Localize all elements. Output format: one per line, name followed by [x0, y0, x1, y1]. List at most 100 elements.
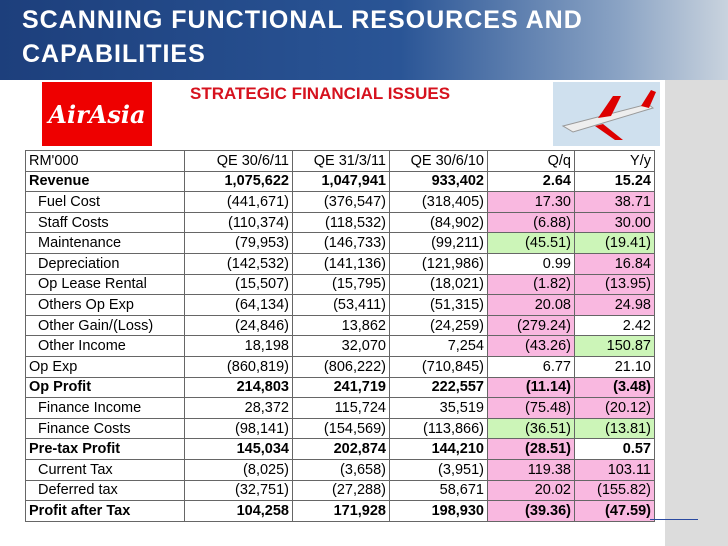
table-row: Maintenance (79,953) (146,733) (99,211) (45.… [25, 232, 655, 254]
table-row: Depreciation (142,532) (141,136) (121,986) 0… [25, 252, 655, 275]
table-row: Deferred tax (32,751) (27,288) 58,671 20.02(… [25, 479, 655, 502]
logo: AirAsia [42, 82, 152, 146]
plane-image [553, 82, 660, 146]
header-row: RM'000 QE 30/6/11 QE 31/3/11 QE 30/6/10 Q/q Y… [25, 150, 655, 172]
cell: 2.42 [574, 314, 655, 337]
header-cell: RM'000 [25, 150, 185, 172]
table-row: Revenue 1,075,622 1,047,941 933,402 2.64 15.2… [25, 170, 655, 193]
cell: 2.64 [487, 170, 575, 193]
table-row: Finance Costs (98,141) (154,569) (113,866)(… [25, 417, 655, 440]
cell: (441,671) [184, 191, 293, 213]
header-cell: Y/y [574, 150, 655, 172]
row-label: Profit after Tax [25, 500, 185, 522]
cell: 18,198 [184, 335, 293, 357]
title-line: SCANNING FUNCTIONAL RESOURCES AND [22, 6, 583, 34]
row-label: Other Gain/(Loss) [25, 314, 185, 337]
header-cell: QE 30/6/11 [184, 150, 293, 172]
table-row: Other Income 18,198 32,070 7,254 (43.26) 150.… [25, 335, 655, 357]
title-band: SCANNING FUNCTIONAL RESOURCES AND CAPABI… [0, 0, 728, 80]
cell: 7,254 [389, 335, 488, 357]
table-row: Op Profit 214,803 241,719 222,557 (11.14) (3.… [25, 376, 655, 399]
cell: (113,866) [389, 417, 488, 440]
cell: 6.77 [487, 355, 575, 378]
cell: (24,259) [389, 314, 488, 337]
cell: (13.81) [574, 417, 655, 440]
row-label: Revenue [25, 170, 185, 193]
cell: (155.82) [574, 479, 655, 502]
row-label: Pre-tax Profit [25, 438, 185, 460]
cell: 144,210 [389, 438, 488, 460]
rule [650, 519, 698, 520]
cell: 119.38 [487, 458, 575, 481]
cell: (39.36) [487, 500, 575, 522]
cell: (141,136) [292, 252, 390, 275]
cell: 933,402 [389, 170, 488, 193]
table-row: Op Exp (860,819) (806,222) (710,845) 6.77 21.… [25, 355, 655, 378]
row-label: Op Lease Rental [25, 273, 185, 296]
cell: (110,374) [184, 211, 293, 234]
header-cell: QE 31/3/11 [292, 150, 390, 172]
cell: 171,928 [292, 500, 390, 522]
cell: 17.30 [487, 191, 575, 213]
cell: (24,846) [184, 314, 293, 337]
cell: 0.99 [487, 252, 575, 275]
cell: (47.59) [574, 500, 655, 522]
cell: (32,751) [184, 479, 293, 502]
row-label: Finance Income [25, 397, 185, 419]
cell: (18,021) [389, 273, 488, 296]
cell: (710,845) [389, 355, 488, 378]
cell: (36.51) [487, 417, 575, 440]
cell: 21.10 [574, 355, 655, 378]
cell: 0.57 [574, 438, 655, 460]
row-label: Maintenance [25, 232, 185, 254]
table-row: Fuel Cost (441,671) (376,547) (318,405) 17.3… [25, 191, 655, 213]
cell: (15,507) [184, 273, 293, 296]
cell: (154,569) [292, 417, 390, 440]
cell: (121,986) [389, 252, 488, 275]
cell: (75.48) [487, 397, 575, 419]
header-cell: Q/q [487, 150, 575, 172]
cell: (64,134) [184, 294, 293, 316]
cell: (15,795) [292, 273, 390, 296]
cell: (28.51) [487, 438, 575, 460]
cell: (376,547) [292, 191, 390, 213]
table-row: Other Gain/(Loss) (24,846) 13,862 (24,259)(… [25, 314, 655, 337]
cell: (146,733) [292, 232, 390, 254]
cell: 104,258 [184, 500, 293, 522]
row-label: Deferred tax [25, 479, 185, 502]
cell: (99,211) [389, 232, 488, 254]
cell: (118,532) [292, 211, 390, 234]
cell: (318,405) [389, 191, 488, 213]
cell: 241,719 [292, 376, 390, 399]
cell: 30.00 [574, 211, 655, 234]
row-label: Op Profit [25, 376, 185, 399]
cell: 115,724 [292, 397, 390, 419]
title-line: CAPABILITIES [22, 40, 206, 68]
cell: (79,953) [184, 232, 293, 254]
cell: (20.12) [574, 397, 655, 419]
side-strip [665, 80, 728, 546]
cell: (1.82) [487, 273, 575, 296]
cell: (45.51) [487, 232, 575, 254]
cell: (27,288) [292, 479, 390, 502]
cell: 145,034 [184, 438, 293, 460]
cell: 150.87 [574, 335, 655, 357]
cell: (53,411) [292, 294, 390, 316]
cell: (3,951) [389, 458, 488, 481]
cell: 15.24 [574, 170, 655, 193]
table-row: Others Op Exp (64,134) (53,411) (51,315) 20.… [25, 294, 655, 316]
cell: 24.98 [574, 294, 655, 316]
cell: 16.84 [574, 252, 655, 275]
cell: 202,874 [292, 438, 390, 460]
cell: 214,803 [184, 376, 293, 399]
cell: (11.14) [487, 376, 575, 399]
cell: (51,315) [389, 294, 488, 316]
cell: 58,671 [389, 479, 488, 502]
cell: (3,658) [292, 458, 390, 481]
row-label: Other Income [25, 335, 185, 357]
cell: 20.02 [487, 479, 575, 502]
table-row: Pre-tax Profit 145,034 202,874 144,210 (28.5… [25, 438, 655, 460]
cell: (6.88) [487, 211, 575, 234]
cell: 35,519 [389, 397, 488, 419]
